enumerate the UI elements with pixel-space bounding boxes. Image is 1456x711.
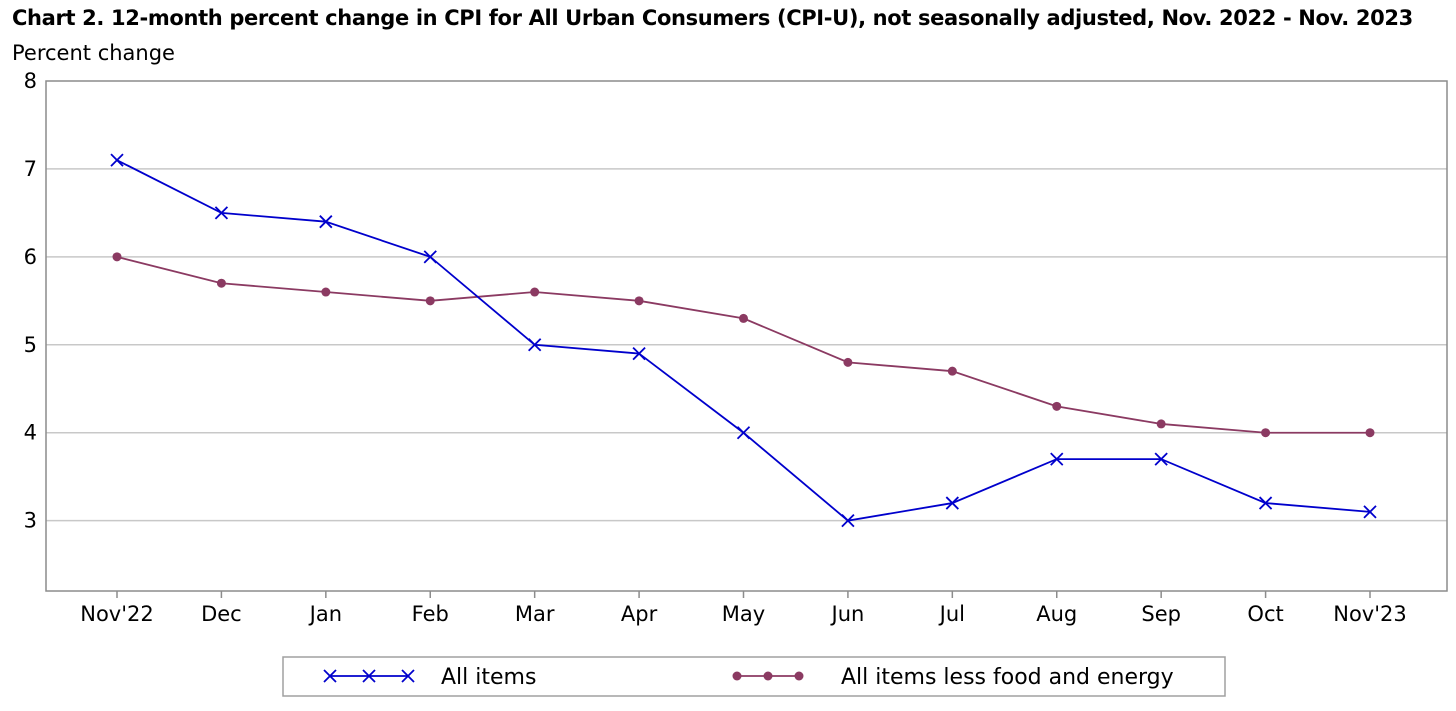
- x-tick-label: Jun: [830, 602, 865, 626]
- data-point: [843, 357, 853, 367]
- x-tick-label: Jan: [308, 602, 342, 626]
- data-point: [214, 206, 229, 220]
- legend-label: All items: [441, 665, 536, 690]
- y-tick-label: 8: [24, 69, 37, 93]
- data-point: [321, 287, 331, 297]
- x-tick-labels: Nov'22 Dec Jan Feb Mar Apr May Jun Jul Aug Sep Oct N…: [80, 591, 1407, 626]
- data-point: [319, 215, 333, 229]
- legend: All items All items less food and energy: [282, 656, 1226, 697]
- grid-lines: [46, 168, 1447, 522]
- legend-marker: [794, 671, 804, 681]
- x-tick-label: Dec: [201, 602, 242, 626]
- data-point: [112, 252, 122, 262]
- data-point: [736, 426, 751, 440]
- legend-entry: All items: [323, 665, 536, 690]
- data-point: [1052, 401, 1062, 411]
- series-lines: [110, 153, 1377, 528]
- legend-entry: All items less food and energy: [732, 665, 1174, 690]
- plot-frame: [45, 80, 1448, 592]
- data-point: [1258, 496, 1273, 510]
- data-point: [947, 366, 957, 376]
- data-point: [425, 296, 435, 306]
- data-point: [530, 287, 540, 297]
- series-all-items-less-food-energy: [112, 252, 1375, 438]
- data-point: [1365, 428, 1375, 438]
- legend-label: All items less food and energy: [841, 665, 1174, 690]
- y-tick-label: 7: [24, 157, 37, 181]
- data-point: [1261, 428, 1271, 438]
- data-point: [423, 250, 437, 264]
- x-tick-label: Nov'23: [1333, 602, 1406, 626]
- legend-marker: [763, 671, 773, 681]
- x-tick-label: May: [722, 602, 765, 626]
- legend-box: [282, 656, 1226, 697]
- legend-marker: [732, 671, 742, 681]
- legend-marker: [401, 669, 415, 683]
- x-tick-label: Sep: [1141, 602, 1181, 626]
- y-axis-label: Percent change: [12, 41, 175, 65]
- series-all-items: [110, 153, 1377, 528]
- data-point: [1363, 505, 1377, 519]
- y-tick-label: 6: [24, 245, 37, 269]
- y-tick-label: 3: [24, 509, 37, 533]
- data-point: [528, 338, 542, 352]
- data-point: [1050, 452, 1064, 466]
- data-point: [1156, 419, 1166, 429]
- data-point: [634, 296, 644, 306]
- data-point: [739, 313, 748, 323]
- x-tick-label: Aug: [1036, 602, 1077, 626]
- x-tick-label: Oct: [1247, 602, 1283, 626]
- data-point: [216, 278, 226, 288]
- data-point: [110, 153, 124, 167]
- data-point: [632, 346, 646, 361]
- x-tick-label: Nov'22: [80, 602, 153, 626]
- chart-title: Chart 2. 12-month percent change in CPI …: [12, 6, 1413, 30]
- legend-marker: [362, 669, 376, 683]
- y-tick-label: 5: [24, 333, 37, 357]
- y-tick-labels: 3 4 5 6 7 8: [24, 69, 37, 533]
- y-tick-label: 4: [24, 421, 37, 445]
- x-tick-label: Apr: [621, 602, 658, 626]
- legend-marker: [323, 669, 337, 683]
- data-point: [1154, 452, 1168, 466]
- series-line: [116, 159, 1371, 522]
- data-point: [841, 514, 855, 528]
- x-tick-label: Mar: [515, 602, 555, 626]
- data-point: [945, 496, 959, 510]
- x-tick-label: Feb: [412, 602, 449, 626]
- x-tick-label: Jul: [938, 602, 965, 626]
